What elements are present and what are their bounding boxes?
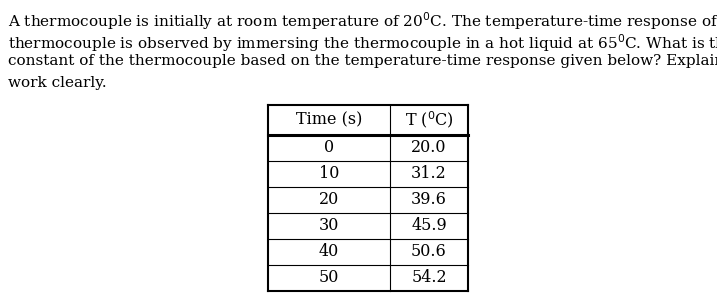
Text: 40: 40 [319,243,339,260]
Text: 31.2: 31.2 [411,166,447,182]
Text: 50.6: 50.6 [411,243,447,260]
Text: 39.6: 39.6 [411,192,447,209]
Text: 54.2: 54.2 [411,270,447,286]
Text: 45.9: 45.9 [411,217,447,235]
Text: 20: 20 [319,192,339,209]
Text: 50: 50 [319,270,339,286]
Text: constant of the thermocouple based on the temperature-time response given below?: constant of the thermocouple based on th… [8,54,717,68]
Text: A thermocouple is initially at room temperature of 20$^0$C. The temperature-time: A thermocouple is initially at room temp… [8,10,717,32]
Text: 0: 0 [324,139,334,156]
Text: Time (s): Time (s) [296,112,362,128]
Text: 20.0: 20.0 [412,139,447,156]
Text: work clearly.: work clearly. [8,76,107,90]
Text: 30: 30 [319,217,339,235]
Text: thermocouple is observed by immersing the thermocouple in a hot liquid at 65$^0$: thermocouple is observed by immersing th… [8,32,717,54]
Text: 10: 10 [319,166,339,182]
Text: T ($^0$C): T ($^0$C) [404,109,453,131]
